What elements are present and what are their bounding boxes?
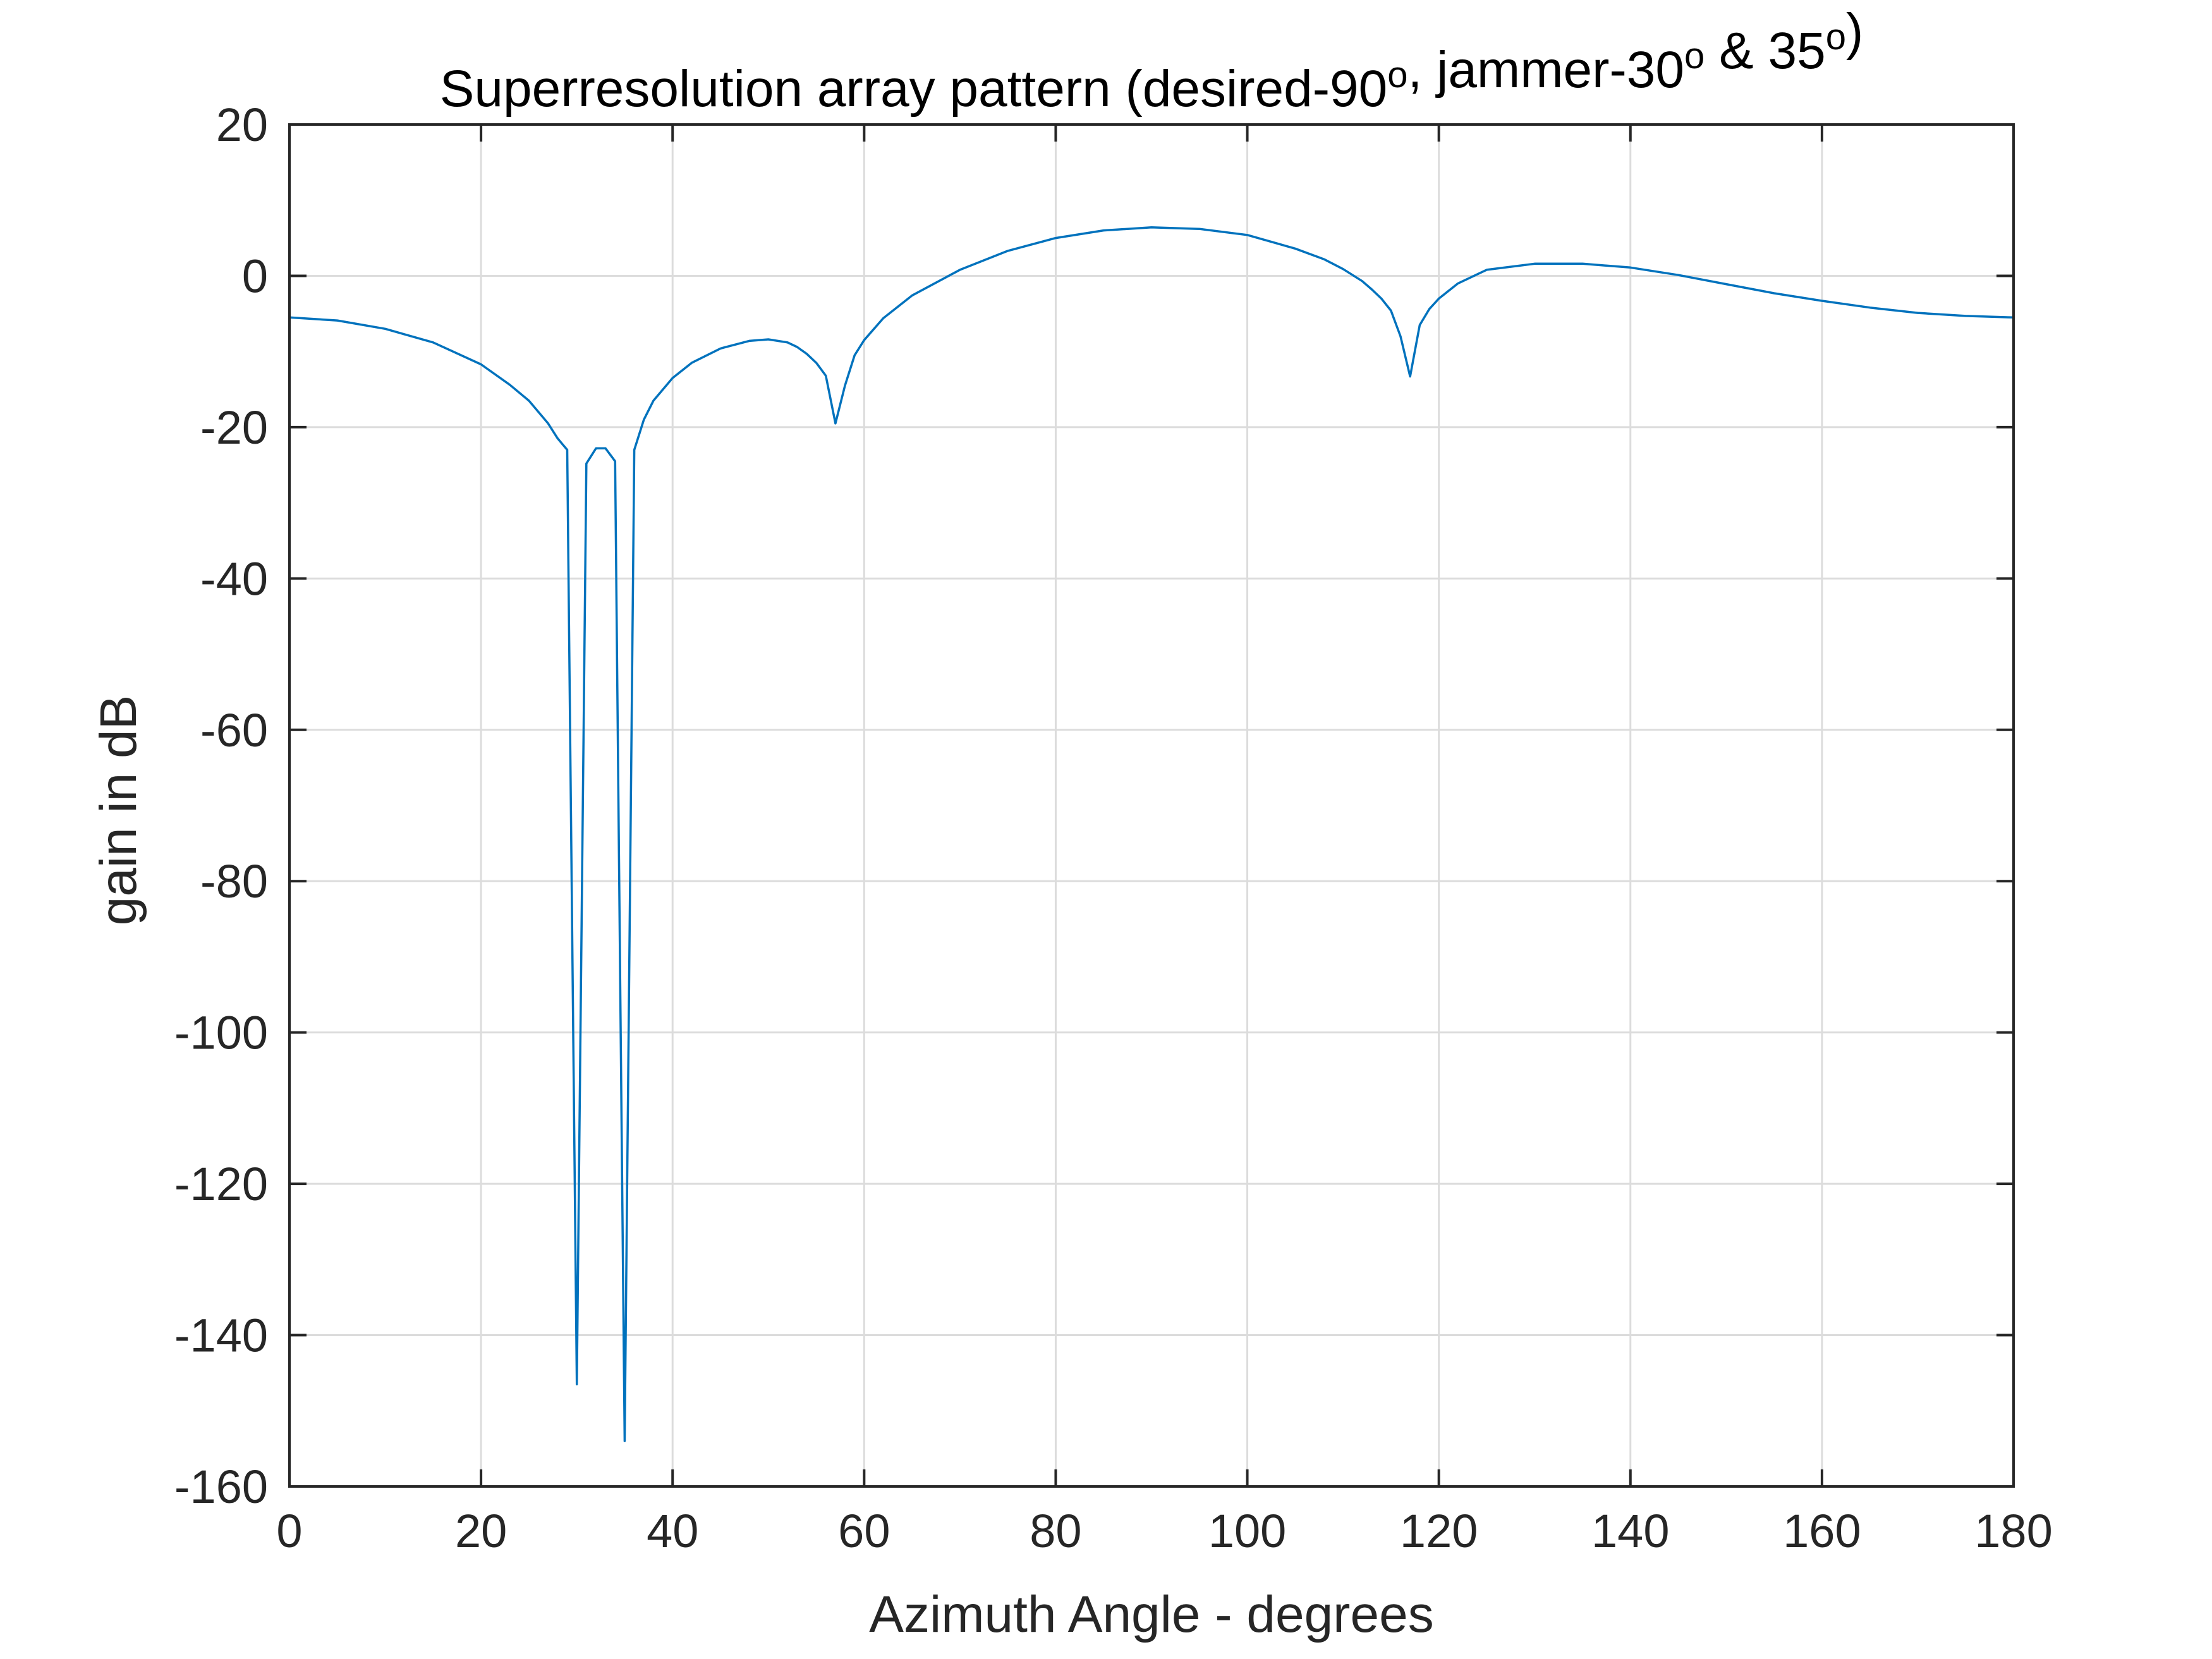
x-tick-label: 0 xyxy=(276,1505,302,1557)
title-text: Superresolution array pattern (desired-9… xyxy=(440,60,1388,118)
y-tick-label: -100 xyxy=(174,1007,268,1059)
y-tick-label: -20 xyxy=(200,401,268,454)
title-superscript: o xyxy=(1684,35,1705,76)
x-tick-label: 160 xyxy=(1783,1505,1861,1557)
axes-box xyxy=(288,123,2015,1488)
y-tick-label: 0 xyxy=(242,250,268,302)
y-axis-label: gain in dB xyxy=(90,695,147,926)
title-superscript: o xyxy=(1826,16,1846,58)
title-text: , jammer-30 xyxy=(1408,41,1684,99)
x-axis-label: Azimuth Angle - degrees xyxy=(869,1586,1433,1643)
x-tick-label: 60 xyxy=(838,1505,890,1557)
y-tick-label: -120 xyxy=(174,1158,268,1210)
series-layer xyxy=(289,226,2014,1442)
y-tick-label: 20 xyxy=(216,99,268,151)
x-tick-label: 140 xyxy=(1591,1505,1669,1557)
x-tick-label: 120 xyxy=(1400,1505,1478,1557)
title-text: & 35 xyxy=(1705,22,1825,80)
x-tick-label: 40 xyxy=(647,1505,698,1557)
x-tick-label: 80 xyxy=(1030,1505,1081,1557)
axes-frame xyxy=(288,123,2015,1488)
series-line xyxy=(289,226,2014,1442)
y-tick-label: -80 xyxy=(200,855,268,908)
x-tick-label: 180 xyxy=(1974,1505,2052,1557)
chart-title: Superresolution array pattern (desired-9… xyxy=(440,3,1864,118)
grid xyxy=(288,123,2015,1488)
x-tick-label: 100 xyxy=(1208,1505,1286,1557)
x-tick-label: 20 xyxy=(455,1505,507,1557)
tick-layer: 0 20 40 60 80 100 120 140 160 180200-20-40-60-80-… xyxy=(174,99,2053,1557)
y-tick-label: -140 xyxy=(174,1310,268,1362)
title-superscript: o xyxy=(1387,54,1407,95)
y-tick-label: -60 xyxy=(200,704,268,757)
y-tick-label: -160 xyxy=(174,1461,268,1513)
title-text: ) xyxy=(1846,3,1863,61)
y-tick-label: -40 xyxy=(200,552,268,605)
